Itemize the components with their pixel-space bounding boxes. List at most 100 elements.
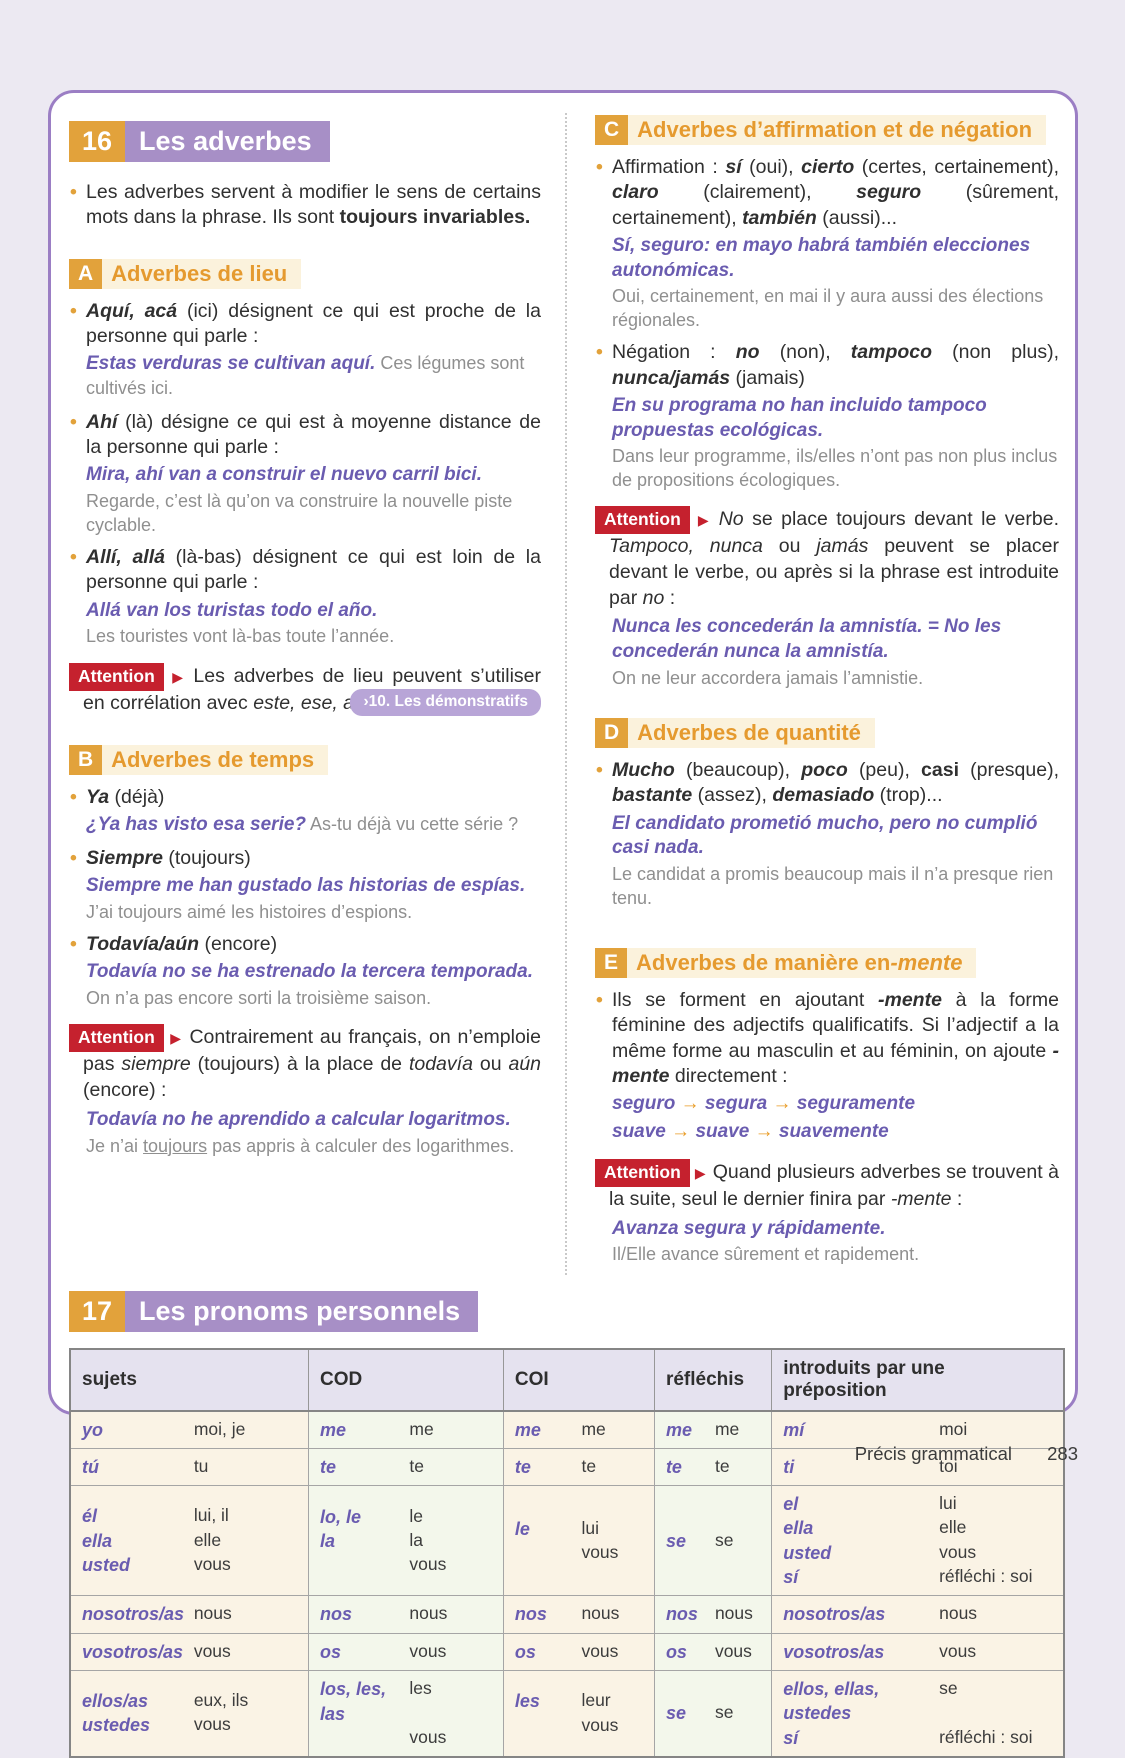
attention-block-mente: AttentionQuand plusieurs adverbes se tro… <box>595 1158 1059 1213</box>
pronoun-pair: vous <box>320 1726 492 1750</box>
pronoun-pair: sí réfléchi : soi <box>783 1565 1052 1589</box>
cell-coi: nos nous <box>502 1595 655 1634</box>
pronoun-pair: ella elle <box>82 1529 297 1553</box>
subsection-b-title: Adverbes de temps <box>102 744 329 775</box>
pronoun-french: elle <box>193 1529 222 1550</box>
bullet-alli-alla: Allí, allá (là-bas) désignent ce qui est… <box>69 545 541 596</box>
pronoun-french: vous <box>409 1554 447 1575</box>
pronoun-spanish: los, les, las <box>320 1679 387 1724</box>
pronoun-spanish: nos <box>665 1604 698 1625</box>
example-alla-van: Allá van los turistas todo el año. <box>86 599 378 621</box>
pronoun-spanish: vosotros/as <box>82 1641 184 1662</box>
cell-preposition: nosotros/as nous <box>771 1595 1065 1634</box>
pronoun-french: se <box>714 1529 734 1550</box>
bullet-aqui-aca: Aquí, acá (ici) désignent ce qui est pro… <box>69 299 541 350</box>
grammar-page-card: 16 Les adverbes Les adverbes servent à m… <box>48 90 1078 1758</box>
pronoun-french: lui, il <box>193 1505 229 1526</box>
pronoun-spanish: él <box>82 1506 98 1527</box>
pronoun-pair: lo, le le <box>320 1505 492 1529</box>
pronoun-pair: ella elle <box>783 1516 1052 1540</box>
example-mira-ahi: Mira, ahí van a construir el nuevo carri… <box>86 464 482 486</box>
translation-logarithmes: Je n’ai toujours pas appris à calculer d… <box>86 1135 515 1156</box>
cell-preposition: ellos, ellas, ustedes se sí réfléchi : soi <box>771 1669 1065 1758</box>
pronoun-french: vous <box>581 1714 619 1735</box>
translation-todavia: On n’a pas encore sorti la troisième sai… <box>86 987 432 1008</box>
section-16-header: 16 Les adverbes <box>69 121 330 162</box>
subsection-b-letter: B <box>69 744 103 775</box>
pronoun-spanish: les <box>514 1691 540 1712</box>
pronoun-pair: le lui <box>515 1517 643 1541</box>
translation-en-su-programa: Dans leur programme, ils/elles n’ont pas… <box>612 446 1058 490</box>
pronoun-spanish: nosotros/as <box>82 1604 185 1625</box>
cell-coi: me me <box>502 1410 655 1449</box>
bullet-ahi: Ahí (là) désigne ce qui est à moyenne di… <box>69 410 541 461</box>
pronoun-pair: nos nous <box>320 1602 492 1626</box>
translation-alla-van: Les touristes vont là-bas toute l’année. <box>86 626 395 647</box>
pronoun-french: me <box>581 1418 606 1439</box>
cell-preposition: vosotros/as vous <box>771 1632 1065 1671</box>
pronoun-pair: mí moi <box>783 1418 1052 1442</box>
pronoun-french: nous <box>714 1603 753 1624</box>
pronoun-pair: tú tu <box>82 1455 297 1479</box>
pronoun-pair: te te <box>320 1455 492 1479</box>
subsection-e-letter: E <box>595 947 628 978</box>
pronoun-spanish: se <box>665 1530 686 1551</box>
attention-badge: Attention <box>69 662 164 691</box>
bullet-negation: Négation : no (non), tampoco (non plus),… <box>595 340 1059 391</box>
pronoun-french: vous <box>939 1640 977 1661</box>
pronoun-pair: nos nous <box>666 1602 760 1626</box>
table-row: tú tu te te te te te te ti toi <box>69 1447 1065 1487</box>
pronoun-spanish: le <box>514 1518 530 1539</box>
section-16-title: Les adverbes <box>125 121 330 162</box>
table-row: él lui, il ella elle usted vous lo, le le la la v… <box>69 1485 1065 1597</box>
column-header-reflechis: réfléchis <box>653 1348 773 1412</box>
pronoun-spanish: lo, le <box>320 1506 362 1527</box>
pronoun-french: réfléchi : soi <box>939 1726 1033 1747</box>
example-si-seguro: Sí, seguro: en mayo habrá también elecci… <box>612 235 1031 281</box>
pronoun-french: vous <box>714 1640 752 1661</box>
pronoun-spanish: sí <box>783 1567 799 1588</box>
cell-cod: nos nous <box>308 1595 504 1634</box>
attention-arrow-icon <box>695 512 712 528</box>
pronoun-spanish: ella <box>783 1518 814 1539</box>
pronoun-french: vous <box>409 1726 447 1747</box>
pronoun-french: se <box>939 1677 958 1698</box>
pronoun-french: nous <box>409 1603 448 1624</box>
example-el-candidato: El candidato prometió mucho, pero no cum… <box>612 812 1038 859</box>
translation-si-seguro: Oui, certainement, en mai il y aura auss… <box>612 286 1044 330</box>
attention-badge: Attention <box>595 1158 690 1187</box>
example-avanza: Avanza segura y rápidamente. <box>612 1217 886 1239</box>
pronoun-french: vous <box>581 1542 619 1563</box>
table-row: yo moi, je me me me me me me mí moi <box>69 1410 1065 1449</box>
pronoun-pair: se se <box>666 1529 760 1553</box>
subsection-c-title: Adverbes d’affirmation et de négation <box>628 115 1047 145</box>
bullet-siempre: Siempre (toujours) <box>69 846 541 872</box>
pronoun-french: vous <box>409 1640 447 1661</box>
cell-sujets: vosotros/as vous <box>69 1632 310 1671</box>
pronoun-spanish: mí <box>783 1419 805 1440</box>
pronoun-pair: vous <box>320 1553 492 1577</box>
subsection-c-letter: C <box>595 115 629 145</box>
cell-preposition: ti toi <box>771 1447 1065 1487</box>
attention-text: Quand plusieurs adverbes se trouvent à l… <box>609 1160 1059 1210</box>
translation-avanza: Il/Elle avance sûrement et rapidement. <box>612 1244 920 1265</box>
pronoun-pair: les leur <box>515 1689 643 1713</box>
pronoun-spanish: me <box>320 1419 347 1440</box>
cell-reflechis: se se <box>653 1669 773 1758</box>
pronoun-french: la <box>409 1529 423 1550</box>
cell-coi: os vous <box>502 1632 655 1671</box>
pronoun-spanish: yo <box>82 1419 104 1440</box>
example-en-su-programa: En su programa no han incluido tampoco p… <box>612 394 987 441</box>
pronoun-pair: os vous <box>666 1640 760 1664</box>
pronoun-pair: ellos, ellas, ustedes se <box>783 1677 1052 1726</box>
example-suavemente: suave → suave → suavemente <box>612 1121 889 1142</box>
subsection-d-title: Adverbes de quantité <box>628 718 875 749</box>
attention-text: Contrairement au français, on n’emploie … <box>83 1026 542 1102</box>
pronoun-spanish: vosotros/as <box>783 1641 885 1662</box>
section-17-header: 17 Les pronoms personnels <box>69 1290 479 1332</box>
pronoun-spanish <box>515 1541 582 1565</box>
pronoun-spanish: me <box>514 1419 541 1440</box>
pronoun-pair: usted vous <box>783 1541 1052 1565</box>
attention-badge: Attention <box>69 1024 164 1053</box>
pronoun-spanish: usted <box>82 1554 131 1575</box>
